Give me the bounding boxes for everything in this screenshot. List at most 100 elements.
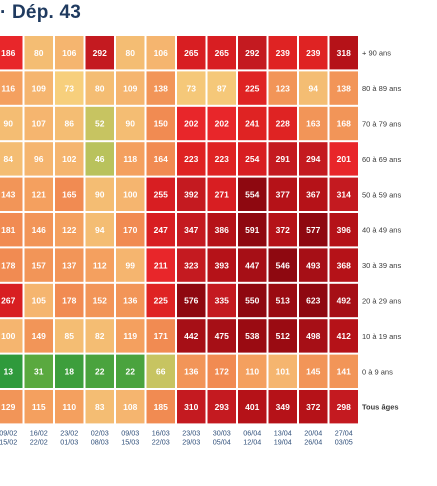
column-end-date: 01/03: [60, 437, 78, 446]
heatmap-cell: [238, 36, 267, 70]
cell-value-label: 291: [276, 154, 290, 164]
column-end-date: 22/03: [152, 437, 170, 446]
heatmap-cell: [0, 177, 23, 211]
cell-value-label: 493: [306, 260, 320, 270]
heatmap-cell: [238, 390, 267, 424]
cell-value-label: 157: [32, 260, 46, 270]
heatmap-cell: [238, 213, 267, 247]
heatmap-cell: [146, 177, 175, 211]
cell-value-label: 267: [1, 296, 15, 306]
cell-value-label: 186: [1, 48, 15, 58]
cell-value-label: 349: [276, 402, 290, 412]
cell-value-label: 335: [215, 296, 229, 306]
cell-value-label: 86: [65, 119, 75, 129]
heatmap-cell: [55, 390, 84, 424]
cell-value-label: 90: [95, 190, 105, 200]
cell-value-label: 163: [306, 119, 320, 129]
cell-value-label: 73: [65, 83, 75, 93]
heatmap-cell: [0, 390, 23, 424]
heatmap-cell: [177, 36, 206, 70]
heatmap-cell: [85, 36, 114, 70]
heatmap-cell: [268, 213, 297, 247]
cell-value-label: 146: [32, 225, 46, 235]
heatmap-cell: [146, 390, 175, 424]
cell-value-label: 80: [126, 48, 136, 58]
row-label: 10 à 19 ans: [362, 332, 401, 341]
heatmap-cell: [329, 283, 358, 318]
column-start-date: 27/04: [335, 428, 353, 437]
cell-value-label: 254: [245, 154, 259, 164]
row-label: 30 à 39 ans: [362, 261, 401, 270]
heatmap-cell: [24, 283, 53, 318]
row-label: 20 à 29 ans: [362, 297, 401, 306]
row-label: 70 à 79 ans: [362, 120, 401, 129]
cell-value-label: 143: [1, 190, 15, 200]
cell-value-label: 165: [62, 190, 76, 200]
cell-value-label: 347: [184, 225, 198, 235]
cell-value-label: 181: [1, 225, 15, 235]
cell-value-label: 223: [215, 154, 229, 164]
row-label: + 90 ans: [362, 49, 391, 58]
heatmap-cell: [146, 319, 175, 353]
heatmap-cell: [238, 106, 267, 141]
cell-value-label: 145: [306, 367, 320, 377]
column-end-date: 15/02: [0, 437, 17, 446]
heatmap-cell: [146, 283, 175, 318]
column-end-date: 05/04: [213, 437, 231, 446]
heatmap-cell: [238, 248, 267, 282]
cell-value-label: 116: [1, 83, 15, 93]
cell-value-label: 392: [184, 190, 198, 200]
cell-value-label: 107: [32, 119, 46, 129]
cell-value-label: 84: [4, 154, 14, 164]
cell-value-label: 31: [34, 367, 44, 377]
cell-value-label: 85: [65, 331, 75, 341]
heatmap-cell: [85, 71, 114, 105]
cell-value-label: 170: [123, 225, 137, 235]
cell-value-label: 310: [184, 402, 198, 412]
cell-value-label: 372: [276, 225, 290, 235]
cell-value-label: 401: [245, 402, 259, 412]
heatmap-cell: [329, 142, 358, 176]
cell-value-label: 112: [93, 260, 107, 270]
heatmap-cell: [299, 213, 328, 247]
cell-value-label: 202: [215, 119, 229, 129]
heatmap-cell: [299, 177, 328, 211]
heatmap-cell: [268, 71, 297, 105]
cell-value-label: 498: [306, 331, 320, 341]
heatmap-cell: [85, 354, 114, 388]
cell-value-label: 225: [245, 83, 259, 93]
cell-value-label: 271: [215, 190, 229, 200]
cell-value-label: 109: [123, 83, 137, 93]
heatmap-cell: [85, 106, 114, 141]
cell-value-label: 546: [276, 260, 290, 270]
column-end-date: 19/04: [274, 437, 292, 446]
cell-value-label: 87: [217, 83, 227, 93]
cell-value-label: 109: [32, 83, 46, 93]
column-end-date: 12/04: [243, 437, 261, 446]
cell-value-label: 110: [62, 402, 76, 412]
cell-value-label: 119: [123, 331, 137, 341]
cell-value-label: 298: [337, 402, 351, 412]
cell-value-label: 80: [34, 48, 44, 58]
cell-value-label: 178: [1, 260, 15, 270]
cell-value-label: 475: [215, 331, 229, 341]
cell-value-label: 150: [154, 119, 168, 129]
heatmap-cell: [329, 354, 358, 388]
cell-value-label: 239: [306, 48, 320, 58]
heatmap-cell: [55, 71, 84, 105]
heatmap-cell: [85, 177, 114, 211]
column-start-date: 23/03: [182, 428, 200, 437]
cell-value-label: 225: [154, 296, 168, 306]
heatmap-cell: [207, 36, 236, 70]
cell-value-label: 265: [215, 48, 229, 58]
heatmap-cell: [55, 354, 84, 388]
cell-value-label: 99: [126, 260, 136, 270]
heatmap-cell: [116, 248, 145, 282]
heatmap-cell: [268, 390, 297, 424]
heatmap-cell: [0, 213, 23, 247]
cell-value-label: 137: [62, 260, 76, 270]
cell-value-label: 22: [95, 367, 105, 377]
cell-value-label: 550: [245, 296, 259, 306]
cell-value-label: 121: [32, 190, 46, 200]
cell-value-label: 22: [126, 367, 136, 377]
